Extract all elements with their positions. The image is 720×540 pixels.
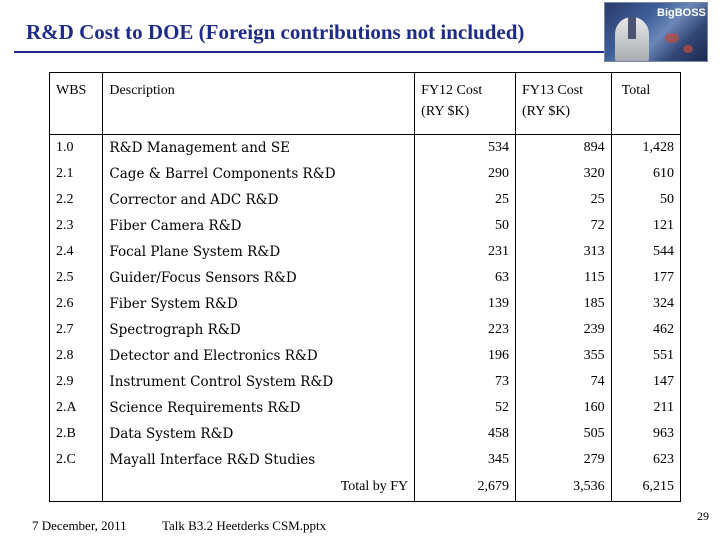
cell-fy13: 185: [515, 291, 612, 317]
table-row: 2.1 Cage & Barrel Components R&D 290 320 610: [50, 161, 681, 187]
cell-wbs: 2.5: [56, 270, 74, 285]
cell-fy13: 505: [515, 421, 612, 447]
cost-table: WBS Description FY12 Cost (RY $K) FY13 Co…: [49, 72, 681, 502]
cell-description: Detector and Electronics R&D: [102, 343, 415, 369]
cell-wbs: 2.6: [56, 296, 74, 311]
cell-total: 623: [610, 447, 681, 473]
cell-wbs: 2.2: [56, 192, 74, 207]
total-label: Total by FY: [102, 473, 415, 502]
cell-wbs: 2.7: [56, 322, 74, 337]
header-fy12-cost: FY12 Cost (RY $K): [414, 72, 516, 135]
cell-wbs: 2.C: [56, 452, 76, 467]
cell-description: Fiber System R&D: [102, 291, 415, 317]
cell-total: 963: [610, 421, 681, 447]
header-fy13-cost: FY13 Cost (RY $K): [515, 72, 612, 135]
cell-description: Science Requirements R&D: [102, 395, 415, 421]
cell-fy12: 25: [414, 187, 516, 213]
telescope-dome-icon: [615, 17, 649, 61]
cell-fy12: 458: [414, 421, 516, 447]
cell-total: 462: [610, 317, 681, 343]
cell-fy13: 25: [515, 187, 612, 213]
cell-description: Spectrograph R&D: [102, 317, 415, 343]
cell-total: 551: [610, 343, 681, 369]
cell-fy13: 72: [515, 213, 612, 239]
table-row: 2.2 Corrector and ADC R&D 25 25 50: [50, 187, 681, 213]
cell-wbs: 1.0: [56, 140, 74, 155]
cell-fy12: 345: [414, 447, 516, 473]
cell-description: Cage & Barrel Components R&D: [102, 161, 415, 187]
cell-wbs: 2.8: [56, 348, 74, 363]
cell-total: 50: [610, 187, 681, 213]
cell-description: Guider/Focus Sensors R&D: [102, 265, 415, 291]
table-row: 2.5 Guider/Focus Sensors R&D 63 115 177: [50, 265, 681, 291]
cell-fy13: 320: [515, 161, 612, 187]
table-row: 2.7 Spectrograph R&D 223 239 462: [50, 317, 681, 343]
table-row: 2.A Science Requirements R&D 52 160 211: [50, 395, 681, 421]
cell-description: Mayall Interface R&D Studies: [102, 447, 415, 473]
cell-total: 177: [610, 265, 681, 291]
footer-date: 7 December, 2011: [32, 518, 127, 533]
cell-fy12: 52: [414, 395, 516, 421]
cell-description: R&D Management and SE: [102, 134, 415, 161]
cell-total: 324: [610, 291, 681, 317]
cell-fy13: 313: [515, 239, 612, 265]
cell-description: Fiber Camera R&D: [102, 213, 415, 239]
header-total: Total: [610, 72, 681, 135]
cell-description: Corrector and ADC R&D: [102, 187, 415, 213]
footer-talk: Talk B3.2 Heetderks CSM.pptx: [162, 518, 327, 533]
cell-fy13: 355: [515, 343, 612, 369]
bigboss-logo: BigBOSS: [604, 2, 708, 62]
cell-fy12: 534: [414, 134, 516, 161]
cell-wbs: 2.9: [56, 374, 74, 389]
header-description: Description: [102, 72, 415, 135]
cell-total: 610: [610, 161, 681, 187]
cell-wbs: 2.1: [56, 166, 74, 181]
cell-fy13: 279: [515, 447, 612, 473]
cell-total: 121: [610, 213, 681, 239]
table-header-row: WBS Description FY12 Cost (RY $K) FY13 Co…: [49, 72, 681, 135]
table-row: 2.B Data System R&D 458 505 963: [50, 421, 681, 447]
cell-fy12: 290: [414, 161, 516, 187]
cell-fy13: 74: [515, 369, 612, 395]
table-row: 2.9 Instrument Control System R&D 73 74 147: [50, 369, 681, 395]
total-fy12: 2,679: [414, 473, 516, 502]
total-row: Total by FY 2,679 3,536 6,215: [50, 473, 681, 502]
cell-description: Focal Plane System R&D: [102, 239, 415, 265]
cell-fy13: 115: [515, 265, 612, 291]
table-row: 1.0 R&D Management and SE 534 894 1,428: [50, 134, 681, 161]
cell-fy12: 63: [414, 265, 516, 291]
table-row: 2.3 Fiber Camera R&D 50 72 121: [50, 213, 681, 239]
cell-fy12: 73: [414, 369, 516, 395]
table-row: 2.C Mayall Interface R&D Studies 345 279 623: [50, 447, 681, 473]
total-fy13: 3,536: [515, 473, 612, 502]
cell-total: 544: [610, 239, 681, 265]
cell-fy13: 239: [515, 317, 612, 343]
cell-fy13: 894: [515, 134, 612, 161]
cell-fy12: 196: [414, 343, 516, 369]
table-row: 2.8 Detector and Electronics R&D 196 355 551: [50, 343, 681, 369]
cell-wbs: 2.A: [56, 400, 77, 415]
slide-title: R&D Cost to DOE (Foreign contributions n…: [26, 20, 525, 44]
cell-fy12: 50: [414, 213, 516, 239]
cell-description: Instrument Control System R&D: [102, 369, 415, 395]
logo-text: BigBOSS: [657, 7, 706, 19]
cell-wbs: 2.3: [56, 218, 74, 233]
cell-fy13: 160: [515, 395, 612, 421]
cell-total: 147: [610, 369, 681, 395]
header-wbs: WBS: [49, 72, 103, 135]
cell-fy12: 139: [414, 291, 516, 317]
page-number: 29: [697, 509, 709, 523]
cell-description: Data System R&D: [102, 421, 415, 447]
total-all: 6,215: [610, 473, 681, 502]
cell-wbs: 2.B: [56, 426, 76, 441]
cell-wbs: 2.4: [56, 244, 74, 259]
table-row: 2.6 Fiber System R&D 139 185 324: [50, 291, 681, 317]
title-underline: [14, 51, 610, 53]
cell-fy12: 223: [414, 317, 516, 343]
cell-total: 1,428: [610, 134, 681, 161]
cell-fy12: 231: [414, 239, 516, 265]
table-row: 2.4 Focal Plane System R&D 231 313 544: [50, 239, 681, 265]
cell-total: 211: [610, 395, 681, 421]
